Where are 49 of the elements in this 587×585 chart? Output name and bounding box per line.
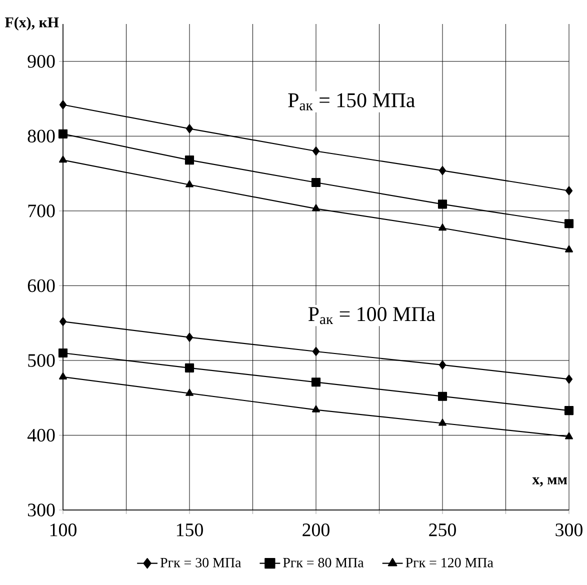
point bbox=[58, 348, 68, 358]
y-tick-label: 800 bbox=[28, 130, 55, 143]
y-tick-label: 600 bbox=[28, 279, 55, 292]
legend-label: Pгк = 120 МПа bbox=[406, 558, 494, 568]
point bbox=[565, 245, 574, 252]
annotation: P$_{ак}$ = 100 МПа bbox=[308, 307, 436, 324]
point bbox=[58, 156, 68, 163]
y-axis-title: F(x), кН bbox=[5, 16, 59, 30]
point bbox=[186, 332, 194, 342]
point bbox=[312, 204, 320, 212]
point bbox=[565, 374, 573, 384]
x-tick-label: 200 bbox=[302, 523, 330, 536]
annotation: P$_{ак}$ = 150 МПа bbox=[288, 93, 415, 110]
point bbox=[184, 156, 194, 165]
x-axis-title: x, мм bbox=[532, 477, 567, 487]
legend-label: Pгк = 80 МПа bbox=[283, 558, 364, 568]
y-tick-label: 900 bbox=[28, 55, 55, 68]
point bbox=[312, 146, 320, 156]
point bbox=[438, 200, 448, 209]
x-tick-label: 100 bbox=[50, 523, 76, 536]
y-tick-label: 400 bbox=[27, 428, 55, 442]
point bbox=[311, 378, 321, 387]
point bbox=[312, 405, 320, 412]
x-tick-label: 250 bbox=[429, 523, 456, 536]
y-tick-label: 500 bbox=[28, 354, 55, 367]
point bbox=[59, 317, 67, 326]
point bbox=[438, 166, 446, 176]
point bbox=[438, 360, 446, 370]
point bbox=[58, 372, 68, 380]
point bbox=[564, 406, 574, 416]
point bbox=[565, 432, 574, 440]
point bbox=[58, 129, 68, 138]
y-tick-label: 300 bbox=[28, 504, 55, 516]
point bbox=[184, 363, 194, 372]
point bbox=[438, 418, 447, 426]
point bbox=[438, 224, 447, 231]
y-tick-label: 700 bbox=[28, 204, 55, 218]
x-tick-label: 150 bbox=[176, 523, 203, 536]
point bbox=[186, 180, 194, 188]
point bbox=[438, 392, 448, 401]
point bbox=[59, 100, 67, 110]
x-tick-label: 300 bbox=[556, 523, 582, 536]
point bbox=[186, 124, 194, 134]
point bbox=[565, 186, 573, 196]
point bbox=[186, 388, 194, 396]
point bbox=[312, 346, 320, 356]
legend-label: Pгк = 30 МПа bbox=[160, 558, 242, 568]
point bbox=[311, 178, 321, 188]
point bbox=[564, 219, 574, 228]
